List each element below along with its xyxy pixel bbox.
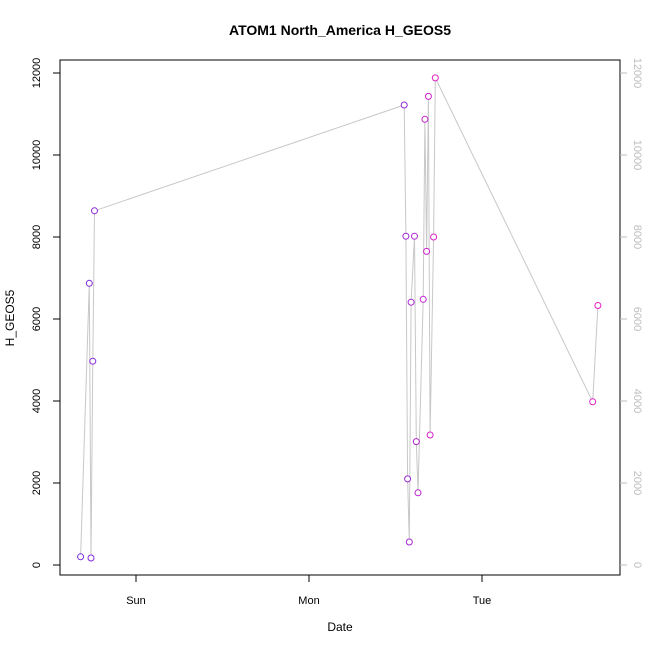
x-tick-label: Mon: [298, 595, 319, 607]
plot-frame: [59, 59, 621, 576]
y-tick-label-left: 0: [31, 562, 43, 568]
data-point: [402, 232, 410, 240]
series-line-group: [80, 77, 599, 559]
y-tick-label-right: 4000: [631, 389, 643, 413]
y-tick-label-left: 10000: [31, 140, 43, 171]
y-tick-label-right: 0: [631, 562, 643, 568]
y-tick-label-right: 10000: [631, 140, 643, 171]
data-point: [407, 298, 415, 306]
y-tick-label-left: 4000: [31, 389, 43, 413]
data-point: [91, 207, 98, 215]
x-axis: Sun Mon Tue: [126, 575, 491, 607]
data-point: [421, 115, 429, 123]
y-tick-label-right: 8000: [631, 225, 643, 249]
y-axis-label: H_GEOS5: [3, 289, 17, 346]
data-point: [594, 302, 602, 309]
data-point: [87, 554, 95, 562]
data-point: [412, 438, 420, 446]
y-tick-label-left: 8000: [31, 225, 43, 249]
data-point: [589, 398, 597, 406]
data-point: [431, 74, 439, 82]
y-tick-label-left: 12000: [31, 58, 43, 89]
chart-title: ATOM1 North_America H_GEOS5: [229, 22, 451, 38]
y-tick-label-left: 6000: [31, 307, 43, 331]
y-tick-label-right: 2000: [631, 471, 643, 495]
data-point: [400, 101, 408, 109]
x-axis-label: Date: [327, 620, 353, 634]
x-tick-label: Tue: [473, 595, 492, 607]
data-point: [423, 247, 431, 255]
data-point: [405, 538, 413, 546]
data-point: [419, 295, 427, 303]
data-point: [404, 475, 412, 483]
x-tick-label: Sun: [126, 595, 146, 607]
y-tick-label-right: 12000: [631, 58, 643, 89]
series-line: [80, 77, 599, 559]
data-point: [430, 233, 438, 241]
data-point: [85, 279, 93, 287]
data-point: [77, 553, 85, 561]
data-point: [411, 232, 418, 240]
data-point: [426, 431, 434, 439]
y-axis-left: 0 2000 4000 6000 8000 10000 12000: [31, 58, 60, 568]
data-point: [89, 357, 97, 365]
data-point: [424, 92, 432, 100]
y-tick-label-right: 6000: [631, 307, 643, 331]
series-points-group: [77, 74, 602, 562]
y-axis-right: 0 2000 4000 6000 8000 10000 12000: [620, 58, 643, 568]
data-point: [414, 489, 422, 497]
y-tick-label-left: 2000: [31, 471, 43, 495]
